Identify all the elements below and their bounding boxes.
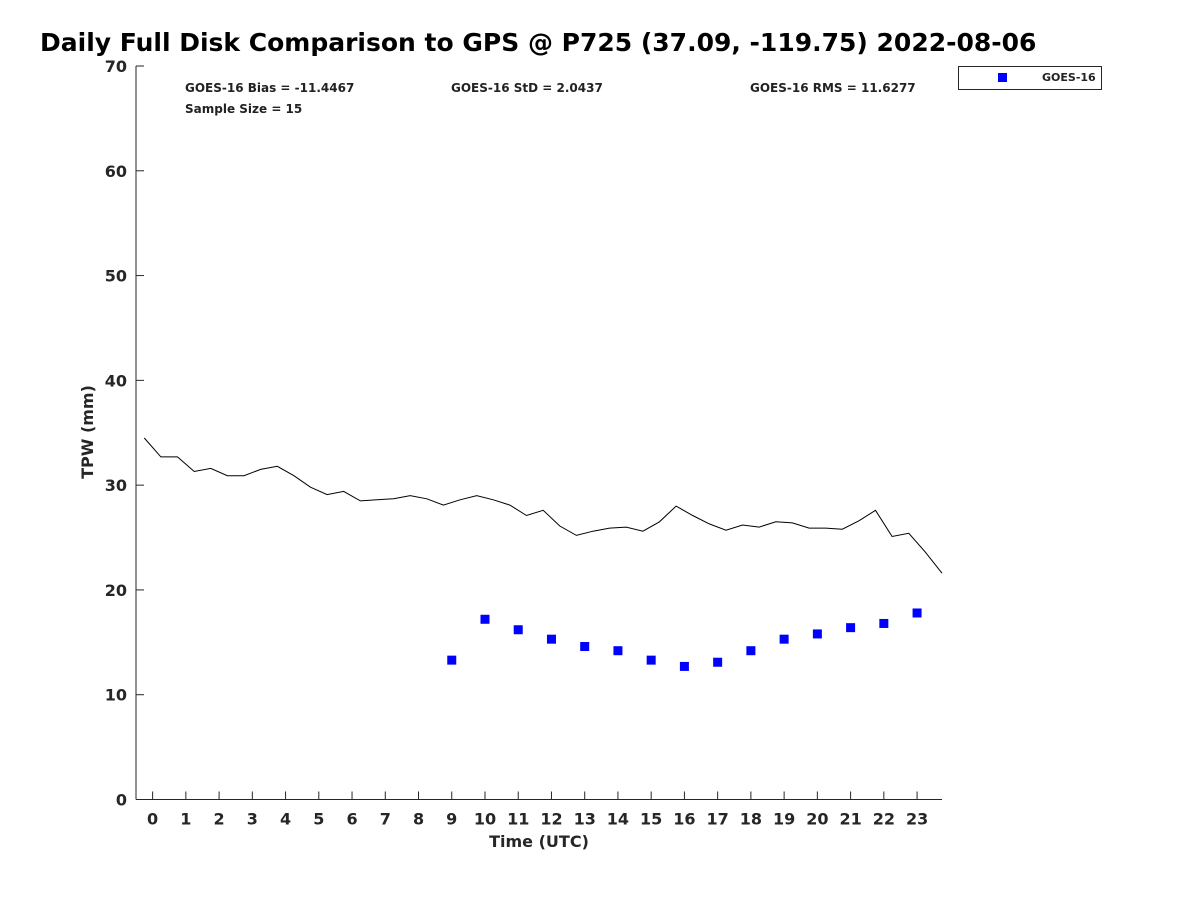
goes16-point xyxy=(546,634,556,644)
y-tick-label: 30 xyxy=(105,476,127,495)
legend-label: GOES-16 xyxy=(1042,71,1096,84)
goes16-point xyxy=(447,655,457,665)
x-tick-label: 20 xyxy=(806,810,828,829)
y-tick-label: 0 xyxy=(116,791,127,810)
rms-stat: GOES-16 RMS = 11.6277 xyxy=(750,81,916,95)
goes16-point xyxy=(713,657,723,667)
y-tick-label: 70 xyxy=(105,57,127,76)
x-tick-label: 22 xyxy=(873,810,895,829)
goes16-point xyxy=(879,618,889,628)
y-axis-label: TPW (mm) xyxy=(78,385,97,479)
x-tick-label: 0 xyxy=(147,810,158,829)
legend-box xyxy=(958,66,1102,90)
x-tick-label: 5 xyxy=(313,810,324,829)
x-tick-label: 10 xyxy=(474,810,496,829)
x-tick-label: 3 xyxy=(247,810,258,829)
x-tick-label: 2 xyxy=(214,810,225,829)
y-tick-label: 40 xyxy=(105,371,127,390)
x-axis-label: Time (UTC) xyxy=(489,832,589,851)
x-tick-label: 1 xyxy=(180,810,191,829)
x-tick-label: 23 xyxy=(906,810,928,829)
goes16-point xyxy=(613,646,623,656)
goes16-point xyxy=(846,623,856,633)
x-tick-label: 6 xyxy=(346,810,357,829)
x-tick-label: 8 xyxy=(413,810,424,829)
goes16-point xyxy=(480,614,490,624)
goes16-point xyxy=(812,629,822,639)
goes16-point xyxy=(746,646,756,656)
goes16-point xyxy=(912,608,922,618)
bias-stat: GOES-16 Bias = -11.4467 xyxy=(185,81,354,95)
x-tick-label: 11 xyxy=(507,810,529,829)
goes16-point xyxy=(513,625,523,635)
goes16-point xyxy=(580,642,590,652)
x-tick-label: 18 xyxy=(740,810,762,829)
gps-tpw-line xyxy=(143,437,943,574)
x-tick-label: 17 xyxy=(707,810,729,829)
x-tick-label: 19 xyxy=(773,810,795,829)
goes16-point xyxy=(646,655,656,665)
x-tick-label: 12 xyxy=(540,810,562,829)
legend: GOES-16 xyxy=(958,66,1102,90)
series-layer xyxy=(143,437,943,671)
x-ticks: 0 1 2 3 4 5 6 7 8 9 10 11 12 13 14 15 16 17 18 19 20 21 22 23 xyxy=(147,791,928,829)
x-tick-label: 9 xyxy=(446,810,457,829)
sample-size-stat: Sample Size = 15 xyxy=(185,102,302,116)
y-tick-label: 60 xyxy=(105,162,127,181)
plot-area xyxy=(136,66,942,799)
x-tick-label: 15 xyxy=(640,810,662,829)
chart-title: Daily Full Disk Comparison to GPS @ P725… xyxy=(40,28,1037,57)
legend-marker xyxy=(998,73,1007,82)
goes16-point xyxy=(679,661,689,671)
y-tick-label: 20 xyxy=(105,581,127,600)
x-tick-label: 4 xyxy=(280,810,291,829)
y-ticks: 0 10 20 30 40 50 60 70 xyxy=(105,57,144,810)
x-tick-label: 7 xyxy=(380,810,391,829)
x-tick-label: 21 xyxy=(839,810,861,829)
x-tick-label: 13 xyxy=(574,810,596,829)
y-tick-label: 10 xyxy=(105,686,127,705)
x-tick-label: 14 xyxy=(607,810,629,829)
y-tick-label: 50 xyxy=(105,267,127,286)
goes16-point xyxy=(779,634,789,644)
x-tick-label: 16 xyxy=(673,810,695,829)
std-stat: GOES-16 StD = 2.0437 xyxy=(451,81,603,95)
